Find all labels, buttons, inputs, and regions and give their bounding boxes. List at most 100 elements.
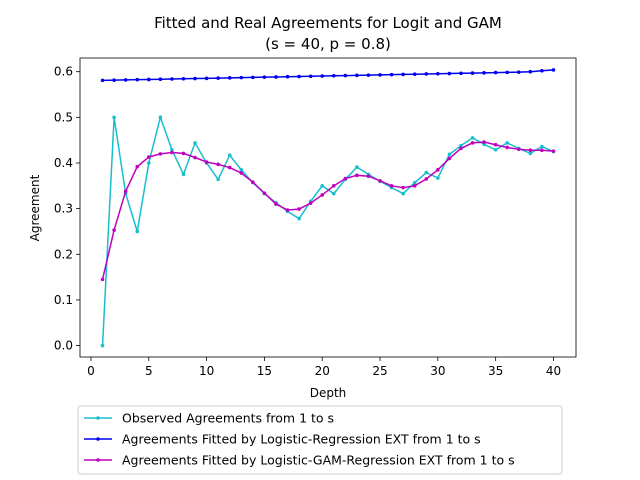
data-point	[482, 71, 486, 75]
data-point	[251, 180, 255, 184]
data-point	[112, 115, 116, 120]
data-point	[320, 184, 325, 188]
data-point	[389, 184, 394, 188]
data-point	[274, 75, 278, 79]
data-point	[146, 155, 151, 159]
data-point	[158, 152, 163, 156]
series-lines	[100, 68, 556, 348]
data-point	[216, 177, 220, 182]
data-point	[459, 143, 463, 148]
x-tick-label: 0	[87, 364, 95, 378]
x-axis-label: Depth	[310, 386, 347, 400]
data-point	[470, 141, 475, 145]
data-point	[135, 229, 140, 234]
data-point	[505, 141, 510, 145]
data-point	[436, 176, 440, 180]
legend-entry-label: Agreements Fitted by Logistic-GAM-Regres…	[122, 453, 515, 468]
y-tick-label: 0.5	[54, 110, 73, 124]
legend-swatch-marker	[96, 458, 100, 462]
data-point	[412, 184, 417, 188]
data-point	[193, 141, 197, 145]
data-point	[412, 180, 417, 185]
data-point	[181, 76, 186, 81]
data-point	[516, 70, 521, 74]
data-point	[401, 185, 405, 190]
data-point	[239, 171, 244, 175]
data-point	[158, 115, 163, 120]
data-point	[366, 73, 371, 77]
data-point	[447, 152, 452, 157]
data-point	[274, 202, 278, 206]
data-point	[366, 174, 371, 179]
data-point	[540, 148, 544, 153]
data-point	[343, 73, 348, 78]
series-3	[100, 140, 556, 282]
data-point	[459, 71, 463, 76]
data-point	[516, 147, 521, 152]
data-point	[331, 74, 336, 78]
legend-entry-label: Observed Agreements from 1 to s	[122, 411, 334, 426]
data-point	[459, 146, 463, 151]
data-point	[181, 172, 186, 177]
data-point	[146, 161, 151, 165]
x-tick-label: 20	[315, 364, 330, 378]
x-tick-label: 5	[145, 364, 153, 378]
data-point	[355, 165, 359, 169]
data-point	[424, 170, 429, 175]
data-point	[505, 145, 510, 150]
x-tick-label: 25	[372, 364, 387, 378]
data-point	[297, 207, 301, 211]
data-point	[424, 177, 429, 181]
data-point	[355, 73, 359, 78]
legend-box	[77, 405, 563, 475]
data-point	[170, 147, 174, 152]
data-point	[412, 72, 417, 77]
data-point	[112, 78, 116, 82]
data-point	[251, 75, 255, 80]
legend-entry-label: Agreements Fitted by Logistic-Regression…	[122, 432, 481, 447]
y-tick-label: 0.1	[54, 293, 73, 307]
chart-title-line2: (s = 40, p = 0.8)	[265, 35, 391, 53]
data-point	[320, 193, 325, 197]
data-point	[331, 191, 336, 196]
data-point	[227, 153, 232, 158]
y-tick-label: 0.0	[54, 339, 73, 353]
data-point	[193, 76, 197, 81]
data-point	[227, 76, 232, 80]
data-point	[227, 165, 232, 170]
data-point	[123, 189, 128, 194]
data-point	[528, 148, 533, 153]
data-point	[378, 73, 382, 77]
data-point	[505, 70, 510, 75]
data-point	[308, 74, 313, 79]
data-point	[239, 75, 244, 80]
data-point	[297, 74, 301, 79]
data-point	[436, 71, 440, 76]
data-point	[170, 150, 174, 155]
data-point	[204, 76, 209, 81]
data-point	[401, 72, 405, 77]
data-point	[355, 173, 359, 178]
data-point	[135, 164, 140, 169]
y-axis-ticks: 0.0 0.1 0.2 0.3 0.4 0.5 0.6	[54, 65, 80, 353]
y-tick-label: 0.2	[54, 247, 73, 261]
data-point	[331, 184, 336, 188]
data-point	[262, 191, 267, 195]
data-point	[112, 228, 116, 232]
x-tick-label: 15	[257, 364, 272, 378]
data-point	[551, 68, 556, 72]
data-point	[528, 151, 533, 156]
y-tick-label: 0.3	[54, 202, 73, 216]
chart-title-line1: Fitted and Real Agreements for Logit and…	[154, 14, 502, 32]
data-point	[470, 136, 475, 140]
data-point	[181, 151, 186, 156]
data-point	[482, 140, 486, 144]
axes	[79, 57, 577, 358]
data-point	[239, 168, 244, 172]
x-tick-label: 35	[488, 364, 503, 378]
data-point	[262, 75, 267, 79]
data-point	[204, 160, 209, 164]
data-point	[528, 69, 533, 74]
data-point	[551, 149, 556, 153]
